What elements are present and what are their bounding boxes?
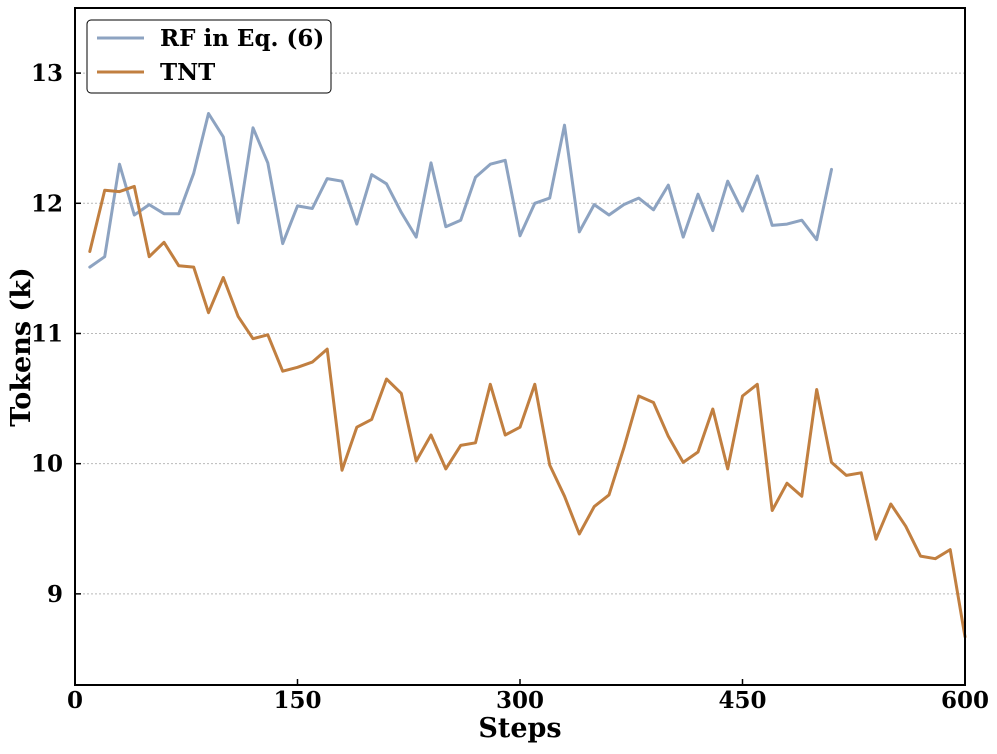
series-lines — [88, 112, 967, 639]
y-tick-label: 10 — [31, 451, 63, 478]
legend-box — [86, 19, 332, 94]
y-tick-label: 13 — [31, 60, 63, 87]
x-axis-ticks: 0 150 300 450 600 — [67, 679, 989, 714]
x-axis-label: Steps — [478, 713, 561, 744]
y-tick-label: 11 — [31, 320, 63, 347]
x-tick-label: 150 — [273, 687, 321, 714]
series-line-1 — [88, 112, 833, 269]
gridlines — [75, 72, 965, 595]
y-tick-label: 12 — [31, 190, 63, 217]
legend: RF in Eq. (6) TNT — [86, 19, 332, 94]
legend-label: TNT — [160, 59, 215, 86]
y-axis-ticks: 9 10 11 12 13 — [31, 60, 81, 608]
x-tick-label: 600 — [941, 687, 989, 714]
plot-frame — [74, 7, 966, 686]
legend-label: RF in Eq. (6) — [160, 25, 324, 52]
x-tick-label: 450 — [718, 687, 766, 714]
x-tick-label: 0 — [67, 687, 83, 714]
series-line-2 — [88, 184, 967, 639]
y-axis-label: Tokens (k) — [6, 267, 37, 426]
x-tick-label: 300 — [496, 687, 544, 714]
y-tick-label: 9 — [47, 581, 63, 608]
